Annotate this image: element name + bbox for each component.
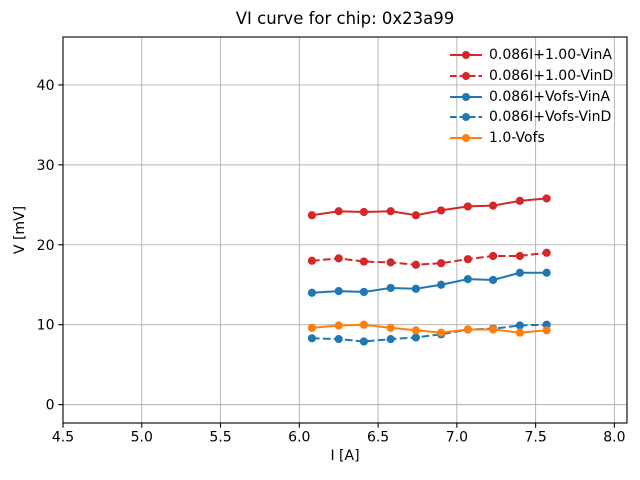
legend-line-marker-sample [450, 92, 482, 101]
legend-item: 0.086I+1.00-VinD [449, 66, 613, 87]
svg-text:7.5: 7.5 [524, 430, 546, 446]
svg-text:40: 40 [37, 78, 55, 94]
svg-text:20: 20 [37, 238, 55, 254]
chart-title: VI curve for chip: 0x23a99 [235, 9, 455, 28]
legend: 0.086I+1.00-VinA 0.086I+1.00-VinD 0.086I… [449, 45, 613, 148]
svg-text:10: 10 [37, 318, 55, 334]
legend-line-marker-sample [450, 72, 482, 81]
legend-label: 1.0-Vofs [489, 130, 545, 147]
legend-label: 0.086I+1.00-VinA [489, 47, 612, 64]
y-axis-label: V [mV] [12, 205, 28, 255]
legend-item: 0.086I+1.00-VinA [449, 45, 613, 66]
legend-label: 0.086I+Vofs-VinD [489, 109, 612, 126]
legend-label: 0.086I+1.00-VinD [489, 68, 614, 85]
svg-text:4.5: 4.5 [52, 430, 74, 446]
svg-text:8.0: 8.0 [603, 430, 625, 446]
x-axis-label: I [A] [330, 448, 360, 464]
svg-text:5.0: 5.0 [131, 430, 153, 446]
legend-item: 0.086I+Vofs-VinA [449, 86, 613, 107]
svg-text:6.0: 6.0 [288, 430, 310, 446]
svg-text:6.5: 6.5 [367, 430, 389, 446]
svg-text:0: 0 [46, 398, 55, 414]
svg-text:5.5: 5.5 [209, 430, 231, 446]
svg-text:7.0: 7.0 [446, 430, 468, 446]
legend-line-marker-sample [450, 113, 482, 122]
legend-line-marker-sample [450, 51, 482, 60]
legend-item: 1.0-Vofs [449, 128, 613, 149]
legend-item: 0.086I+Vofs-VinD [449, 107, 613, 128]
svg-text:30: 30 [37, 158, 55, 174]
legend-line-marker-sample [450, 134, 482, 143]
legend-label: 0.086I+Vofs-VinA [489, 88, 611, 105]
